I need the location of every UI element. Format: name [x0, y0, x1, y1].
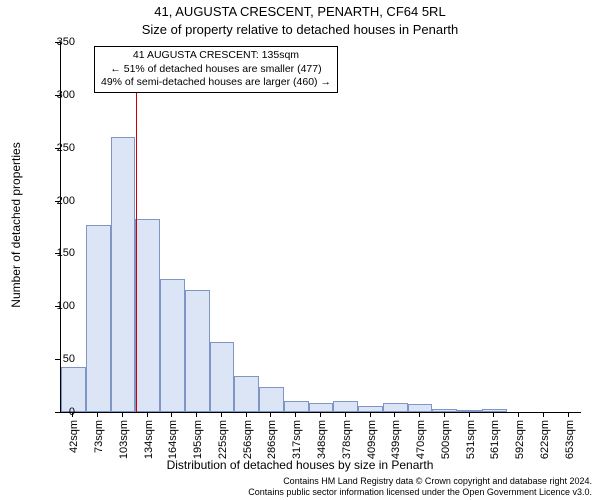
y-tick-mark	[55, 253, 60, 254]
x-tick-label: 653sqm	[564, 420, 576, 459]
x-tick-mark	[568, 412, 569, 417]
x-tick-mark	[345, 412, 346, 417]
x-tick-label: 225sqm	[217, 420, 229, 459]
y-tick-mark	[55, 412, 60, 413]
x-tick-label: 317sqm	[291, 420, 303, 459]
y-tick-mark	[55, 95, 60, 96]
x-tick-mark	[122, 412, 123, 417]
reference-line	[136, 63, 137, 412]
x-tick-mark	[246, 412, 247, 417]
y-axis-label: Number of detached properties	[9, 142, 23, 307]
x-tick-mark	[171, 412, 172, 417]
x-tick-mark	[221, 412, 222, 417]
x-tick-mark	[72, 412, 73, 417]
x-tick-label: 409sqm	[366, 420, 378, 459]
annotation-line-2: ← 51% of detached houses are smaller (47…	[101, 63, 331, 77]
x-tick-label: 134sqm	[143, 420, 155, 459]
histogram-bar	[309, 403, 334, 413]
histogram-bar	[408, 404, 433, 412]
x-tick-label: 164sqm	[167, 420, 179, 459]
x-tick-label: 103sqm	[118, 420, 130, 459]
x-tick-label: 622sqm	[539, 420, 551, 459]
histogram-bar	[457, 410, 482, 412]
x-tick-label: 500sqm	[440, 420, 452, 459]
histogram-bar	[135, 219, 160, 412]
x-tick-label: 561sqm	[489, 420, 501, 459]
footer-attribution: Contains HM Land Registry data © Crown c…	[0, 476, 592, 498]
x-tick-mark	[147, 412, 148, 417]
x-tick-mark	[320, 412, 321, 417]
histogram-bar	[86, 225, 111, 412]
annotation-box: 41 AUGUSTA CRESCENT: 135sqm ← 51% of det…	[94, 46, 338, 93]
x-tick-mark	[469, 412, 470, 417]
y-tick-mark	[55, 148, 60, 149]
x-tick-label: 256sqm	[242, 420, 254, 459]
histogram-bar	[111, 137, 136, 412]
x-tick-label: 592sqm	[514, 420, 526, 459]
histogram-bar	[185, 290, 210, 412]
x-tick-label: 531sqm	[465, 420, 477, 459]
x-tick-mark	[295, 412, 296, 417]
chart-title: 41, AUGUSTA CRESCENT, PENARTH, CF64 5RL	[0, 4, 600, 19]
x-tick-mark	[196, 412, 197, 417]
x-tick-mark	[493, 412, 494, 417]
x-tick-label: 470sqm	[415, 420, 427, 459]
x-tick-mark	[444, 412, 445, 417]
annotation-line-3: 49% of semi-detached houses are larger (…	[101, 76, 331, 90]
plot-area	[60, 42, 581, 413]
histogram-bar	[160, 279, 185, 412]
x-tick-mark	[394, 412, 395, 417]
y-tick-mark	[55, 42, 60, 43]
x-tick-mark	[370, 412, 371, 417]
footer-line-2: Contains public sector information licen…	[0, 487, 592, 498]
x-tick-mark	[419, 412, 420, 417]
y-tick-mark	[55, 306, 60, 307]
x-tick-label: 42sqm	[68, 420, 80, 453]
x-tick-label: 378sqm	[341, 420, 353, 459]
chart-subtitle: Size of property relative to detached ho…	[0, 22, 600, 37]
x-tick-mark	[270, 412, 271, 417]
bars-layer	[61, 42, 581, 412]
x-tick-label: 439sqm	[390, 420, 402, 459]
histogram-bar	[432, 409, 457, 412]
histogram-bar	[284, 401, 309, 412]
y-tick-mark	[55, 201, 60, 202]
histogram-bar	[210, 342, 235, 412]
histogram-bar	[358, 406, 383, 412]
histogram-bar	[383, 403, 408, 413]
x-tick-label: 195sqm	[192, 420, 204, 459]
x-tick-label: 286sqm	[266, 420, 278, 459]
annotation-line-1: 41 AUGUSTA CRESCENT: 135sqm	[101, 49, 331, 63]
y-tick-mark	[55, 359, 60, 360]
histogram-bar	[259, 387, 284, 412]
x-tick-label: 348sqm	[316, 420, 328, 459]
x-tick-label: 73sqm	[93, 420, 105, 453]
x-axis-label: Distribution of detached houses by size …	[0, 458, 600, 472]
x-tick-mark	[97, 412, 98, 417]
histogram-bar	[333, 401, 358, 412]
x-tick-mark	[518, 412, 519, 417]
footer-line-1: Contains HM Land Registry data © Crown c…	[0, 476, 592, 487]
x-tick-mark	[543, 412, 544, 417]
histogram-bar	[234, 376, 259, 412]
